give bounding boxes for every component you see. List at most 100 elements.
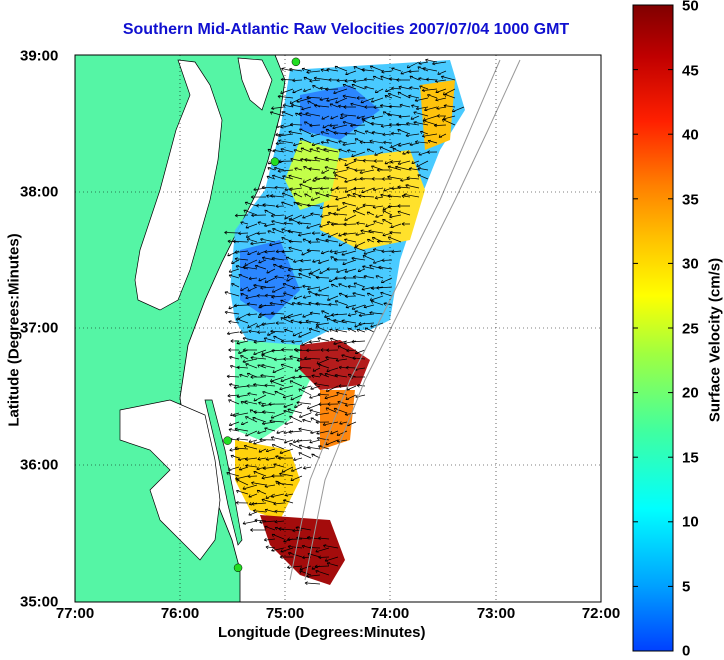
velocity-arrow xyxy=(323,148,339,153)
velocity-arrow xyxy=(360,97,375,104)
velocity-arrow xyxy=(371,131,384,135)
velocity-arrow xyxy=(322,421,339,427)
velocity-arrow xyxy=(315,192,330,198)
velocity-arrow xyxy=(247,474,258,479)
velocity-arrow xyxy=(301,385,312,390)
velocity-arrow xyxy=(403,193,420,198)
velocity-arrow xyxy=(280,317,294,324)
velocity-arrow xyxy=(302,313,312,318)
colorbar-tick-label: 20 xyxy=(682,384,699,402)
velocity-arrow xyxy=(247,392,258,396)
velocity-arrow xyxy=(302,178,312,183)
colorbar-tick-label: 0 xyxy=(682,642,691,660)
velocity-arrow xyxy=(358,322,375,326)
velocity-arrow xyxy=(280,547,294,553)
velocity-arrow xyxy=(299,137,312,144)
velocity-arrow xyxy=(278,527,294,531)
velocity-arrow xyxy=(257,250,267,255)
velocity-arrow xyxy=(259,437,276,442)
velocity-arrow xyxy=(277,169,294,173)
velocity-arrow xyxy=(362,265,375,270)
pamlico-sound xyxy=(119,399,221,561)
station-marker xyxy=(233,563,243,573)
velocity-arrow xyxy=(369,139,384,144)
velocity-arrow xyxy=(290,319,303,324)
velocity-arrow xyxy=(306,574,321,578)
velocity-arrow xyxy=(360,229,375,234)
delaware-bay xyxy=(237,57,273,111)
velocity-arrow xyxy=(264,508,276,513)
velocity-arrow xyxy=(262,466,276,470)
velocity-arrow xyxy=(294,167,303,171)
velocity-arrow xyxy=(248,493,258,498)
velocity-arrow xyxy=(271,474,285,478)
velocity-arrow xyxy=(234,213,249,218)
velocity-arrow xyxy=(375,214,384,218)
velocity-arrow xyxy=(269,241,285,247)
velocity-arrow xyxy=(271,444,285,450)
velocity-arrow xyxy=(295,526,312,531)
velocity-arrow xyxy=(280,299,294,306)
velocity-arrow xyxy=(352,275,366,279)
velocity-arrow xyxy=(228,466,240,471)
velocity-arrow xyxy=(301,106,312,111)
velocity-arrow xyxy=(274,185,285,190)
velocity-arrow xyxy=(236,437,249,442)
velocity-arrow xyxy=(289,97,303,105)
velocity-arrow xyxy=(244,400,258,405)
velocity-arrow xyxy=(305,319,321,324)
velocity-arrow xyxy=(382,210,393,216)
velocity-arrow xyxy=(280,376,294,382)
velocity-arrow xyxy=(314,156,330,162)
velocity-arrow xyxy=(270,311,285,316)
velocity-arrow xyxy=(435,97,447,102)
velocity-arrow xyxy=(350,123,366,128)
velocity-arrow xyxy=(342,120,357,126)
velocity-arrow xyxy=(302,418,312,423)
velocity-arrow xyxy=(261,322,276,327)
velocity-arrow xyxy=(288,430,303,434)
velocity-arrow xyxy=(224,230,240,235)
velocity-arrow xyxy=(303,88,312,92)
colorbar-tick-label: 45 xyxy=(682,62,699,80)
velocity-arrow xyxy=(253,283,267,288)
velocity-arrow xyxy=(297,301,312,306)
velocity-arrow xyxy=(281,347,294,352)
velocity-arrow xyxy=(257,221,267,225)
velocity-arrow xyxy=(344,294,357,299)
velocity-arrow xyxy=(260,373,276,378)
velocity-arrow xyxy=(264,484,276,488)
velocity-arrow xyxy=(323,176,339,180)
velocity-arrow xyxy=(275,141,285,146)
velocity-arrow xyxy=(258,448,267,453)
velocity-arrow xyxy=(330,256,339,261)
velocity-arrow xyxy=(327,402,339,406)
velocity-arrow xyxy=(333,258,348,262)
velocity-arrow xyxy=(239,330,249,334)
velocity-arrow xyxy=(342,201,357,207)
velocity-arrow xyxy=(300,258,312,263)
velocity-arrow xyxy=(273,166,285,171)
velocity-arrow xyxy=(240,293,249,297)
velocity-arrow xyxy=(263,337,276,342)
velocity-arrow xyxy=(277,481,294,486)
velocity-arrow xyxy=(273,501,285,506)
velocity-arrow xyxy=(287,408,303,414)
velocity-arrow xyxy=(279,385,294,391)
velocity-arrow xyxy=(353,186,366,191)
velocity-arrow xyxy=(293,295,303,300)
velocity-arrow xyxy=(328,277,339,283)
colorbar-ticks xyxy=(633,4,673,652)
velocity-arrow xyxy=(347,284,357,289)
velocity-arrow xyxy=(300,147,312,153)
velocity-arrow xyxy=(264,525,276,531)
velocity-arrow xyxy=(314,103,330,108)
velocity-arrow xyxy=(333,340,348,345)
velocity-arrow xyxy=(303,76,312,81)
velocity-arrow xyxy=(243,444,258,450)
velocity-arrow xyxy=(328,302,339,307)
velocity-arrow xyxy=(287,268,303,272)
velocity-arrow xyxy=(256,231,267,236)
velocity-arrow xyxy=(351,83,366,90)
velocity-arrow xyxy=(229,355,240,360)
